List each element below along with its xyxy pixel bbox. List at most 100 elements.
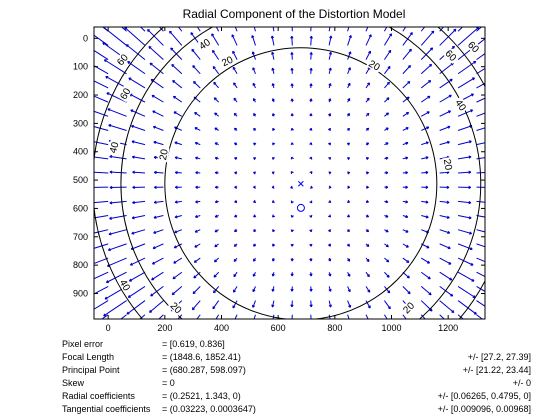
arrow-head <box>291 215 294 218</box>
distortion-arrow <box>420 30 435 46</box>
arrow-head <box>194 112 197 115</box>
distortion-arrow <box>457 215 472 219</box>
distortion-arrow <box>384 50 392 60</box>
arrow-head <box>291 321 292 323</box>
arrow-head <box>497 297 498 299</box>
arrow-head <box>327 127 331 131</box>
arrow-head <box>102 331 103 333</box>
distortion-arrow <box>421 200 429 203</box>
arrow-head <box>449 261 452 265</box>
arrow-head <box>272 244 276 247</box>
distortion-arrow <box>476 215 485 218</box>
arrow-head <box>457 12 458 14</box>
arrow-head <box>132 171 135 174</box>
distortion-arrow <box>420 95 431 103</box>
distortion-arrow <box>402 112 409 117</box>
contour-label-bg <box>117 85 133 103</box>
distortion-arrow <box>172 80 183 89</box>
arrow-head <box>86 186 88 187</box>
distortion-arrow <box>94 300 109 310</box>
distortion-arrow <box>402 96 410 103</box>
arrow-head <box>86 188 88 189</box>
info-error: +/- 0 <box>512 378 531 388</box>
distortion-arrow <box>131 229 146 235</box>
distortion-arrow <box>384 300 391 310</box>
arrow-head <box>366 214 370 218</box>
distortion-arrow <box>149 300 164 313</box>
arrow-head <box>84 108 86 110</box>
distortion-arrow <box>421 215 429 218</box>
arrow-head <box>385 171 389 174</box>
info-label: Focal Length <box>62 352 115 362</box>
arrow-head <box>272 215 276 218</box>
arrow-head <box>123 10 124 12</box>
distortion-arrow <box>126 300 146 315</box>
arrow-head <box>213 291 217 294</box>
contour-40 <box>120 27 482 319</box>
distortion-arrow <box>476 171 485 174</box>
distortion-arrow <box>457 257 474 266</box>
arrow-head <box>171 64 174 67</box>
arrow-head <box>233 113 236 116</box>
arrow-head <box>348 51 351 54</box>
arrow-head <box>386 214 389 218</box>
arrow-head <box>131 125 134 129</box>
distortion-arrow <box>152 243 164 249</box>
distortion-arrow <box>154 200 164 204</box>
arrow-head <box>151 95 154 98</box>
contour-label: 20 <box>158 148 171 161</box>
distortion-arrow <box>328 52 332 60</box>
info-value: = (0.2521, 1.343, 0) <box>162 391 241 401</box>
contour-label: 20 <box>366 59 382 74</box>
plot-frame <box>93 26 486 320</box>
arrow-head <box>491 188 493 189</box>
arrow-head <box>132 156 135 159</box>
info-label: Radial coefficients <box>62 391 135 401</box>
distortion-arrow <box>194 112 201 117</box>
arrow-head <box>125 44 128 48</box>
arrow-head <box>191 325 193 326</box>
arrow-head <box>491 172 493 173</box>
arrow-head <box>291 273 294 277</box>
y-tick-label: 0 <box>83 33 88 43</box>
arrow-head <box>427 260 431 264</box>
distortion-arrow <box>457 285 476 298</box>
distortion-arrow <box>476 142 485 146</box>
arrow-head <box>309 98 312 102</box>
distortion-arrow <box>439 215 450 219</box>
arrow-head <box>174 171 178 175</box>
distortion-arrow <box>365 314 369 319</box>
distortion-arrow <box>457 243 473 250</box>
arrow-head <box>450 277 453 281</box>
arrow-head <box>290 67 293 71</box>
arrow-head <box>310 321 311 323</box>
distortion-arrow <box>420 63 432 75</box>
arrow-head <box>368 50 371 53</box>
distortion-arrow <box>402 48 412 60</box>
arrow-head <box>253 128 255 131</box>
arrow-head <box>175 186 178 189</box>
arrow-head <box>431 327 433 328</box>
arrow-head <box>214 157 218 160</box>
arrow-head <box>153 156 157 160</box>
distortion-arrow <box>439 314 445 319</box>
arrow-head <box>310 304 313 308</box>
arrow-head <box>405 171 408 173</box>
distortion-arrow <box>175 200 182 203</box>
contour-label-bg <box>442 46 460 64</box>
distortion-arrow <box>421 171 429 174</box>
arrow-head <box>86 139 88 140</box>
distortion-arrow <box>420 314 426 319</box>
arrow-head <box>349 322 351 324</box>
contour-label: 60 <box>118 86 133 102</box>
distortion-arrow <box>191 48 201 60</box>
distortion-arrow <box>109 171 127 174</box>
arrow-head <box>253 259 256 262</box>
distortion-arrow <box>420 27 426 32</box>
arrow-head <box>410 325 412 326</box>
distortion-arrow <box>439 110 451 117</box>
distortion-arrow <box>476 257 485 263</box>
contour-label: 20 <box>441 158 454 171</box>
arrow-head <box>174 157 178 160</box>
arrow-head <box>451 45 455 48</box>
